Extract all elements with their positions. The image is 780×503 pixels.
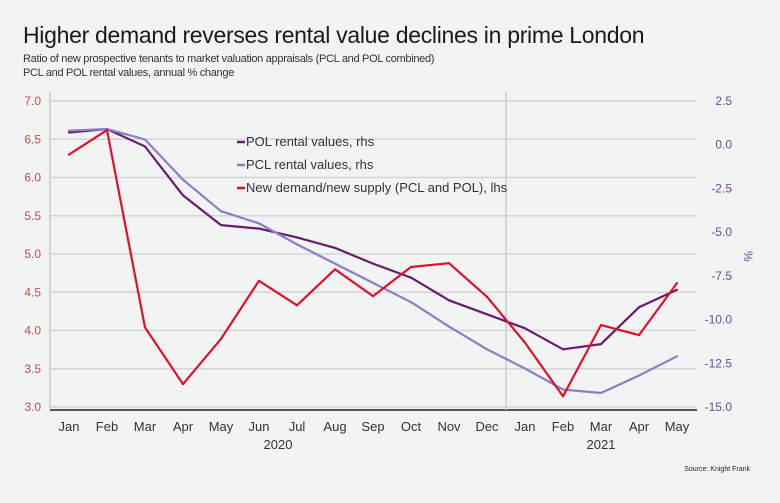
data-point [257, 227, 261, 230]
data-point [143, 326, 147, 329]
y-left-tick-label: 4.5 [24, 285, 41, 299]
data-point [409, 265, 413, 269]
data-point [333, 246, 337, 249]
data-point [181, 178, 185, 181]
y-right-tick-label: -7.5 [711, 269, 732, 283]
y-left-tick-label: 6.0 [24, 171, 41, 185]
source-note: Source: Knight Frank [684, 466, 750, 473]
x-tick-label: Jun [249, 419, 270, 434]
data-point [675, 288, 679, 291]
x-tick-label: Apr [173, 419, 194, 434]
data-point [143, 138, 147, 141]
data-point [105, 129, 109, 132]
y-left-tick-label: 6.5 [24, 132, 41, 146]
legend-label: New demand/new supply (PCL and POL), lhs [246, 180, 508, 195]
x-tick-label: May [665, 419, 690, 434]
chart-subtitle-1: Ratio of new prospective tenants to mark… [23, 53, 435, 65]
y-right-tick-label: -10.0 [705, 313, 733, 327]
x-tick-label: Mar [590, 419, 613, 434]
data-point [485, 313, 489, 316]
data-point [295, 236, 299, 239]
y-left-tick-label: 3.0 [24, 400, 41, 414]
y-left-tick-label: 7.0 [24, 94, 41, 108]
data-point [675, 282, 679, 285]
data-point [333, 268, 337, 271]
data-point [561, 348, 565, 351]
data-point [181, 194, 185, 197]
data-point [523, 327, 527, 330]
x-tick-label: Mar [134, 419, 157, 434]
x-tick-label: Jul [289, 419, 306, 434]
data-point [219, 224, 223, 227]
x-tick-label: Jan [515, 419, 536, 434]
chart-subtitle-2: PCL and POL rental values, annual % chan… [23, 67, 235, 79]
y-right-tick-label: -15.0 [705, 400, 733, 414]
data-point [143, 145, 147, 148]
data-point [485, 348, 489, 351]
x-tick-label: Jan [59, 419, 80, 434]
chart-title: Higher demand reverses rental value decl… [23, 22, 645, 48]
y-right-tick-label: 0.0 [715, 138, 732, 152]
y-right-tick-label: -2.5 [711, 181, 732, 195]
legend-label: PCL rental values, rhs [246, 157, 374, 172]
data-point [409, 276, 413, 279]
x-tick-label: Feb [96, 419, 118, 434]
data-point [409, 301, 413, 304]
legend-label: POL rental values, rhs [246, 134, 375, 149]
x-year-label: 2020 [264, 437, 293, 452]
data-point [447, 299, 451, 302]
data-point [637, 334, 641, 337]
data-point [485, 295, 489, 298]
y-right-tick-label: -12.5 [705, 356, 733, 370]
data-point [523, 341, 527, 344]
y-left-tick-label: 4.0 [24, 324, 41, 338]
x-tick-label: Sep [361, 419, 384, 434]
data-point [333, 262, 337, 265]
data-point [637, 374, 641, 377]
data-point [523, 367, 527, 370]
x-tick-label: Aug [323, 419, 346, 434]
data-point [447, 325, 451, 328]
data-point [219, 210, 223, 213]
data-point [675, 355, 679, 358]
data-point [371, 262, 375, 265]
x-year-label: 2021 [587, 437, 616, 452]
data-point [447, 262, 451, 265]
data-point [371, 295, 375, 298]
data-point [295, 243, 299, 246]
data-point [219, 337, 223, 340]
y-left-tick-label: 5.5 [24, 209, 41, 223]
y-right-axis-label: % [741, 251, 755, 262]
data-point [371, 281, 375, 284]
data-point [561, 395, 565, 398]
data-point [67, 153, 71, 156]
x-tick-label: Oct [401, 419, 422, 434]
y-right-tick-label: 2.5 [715, 94, 732, 108]
x-tick-label: Dec [475, 419, 499, 434]
y-right-tick-label: -5.0 [711, 225, 732, 239]
data-point [257, 222, 261, 225]
data-point [599, 324, 603, 327]
x-tick-label: Nov [437, 419, 461, 434]
x-tick-label: Apr [629, 419, 650, 434]
data-point [599, 343, 603, 346]
y-left-tick-label: 3.5 [24, 362, 41, 376]
data-point [181, 383, 185, 386]
data-point [637, 306, 641, 309]
y-left-tick-label: 5.0 [24, 247, 41, 261]
x-tick-label: Feb [552, 419, 574, 434]
data-point [599, 391, 603, 395]
data-point [295, 304, 299, 307]
data-point [257, 279, 261, 282]
x-tick-label: May [209, 419, 234, 434]
data-point [67, 131, 71, 134]
data-point [561, 388, 565, 391]
data-point [67, 129, 71, 132]
